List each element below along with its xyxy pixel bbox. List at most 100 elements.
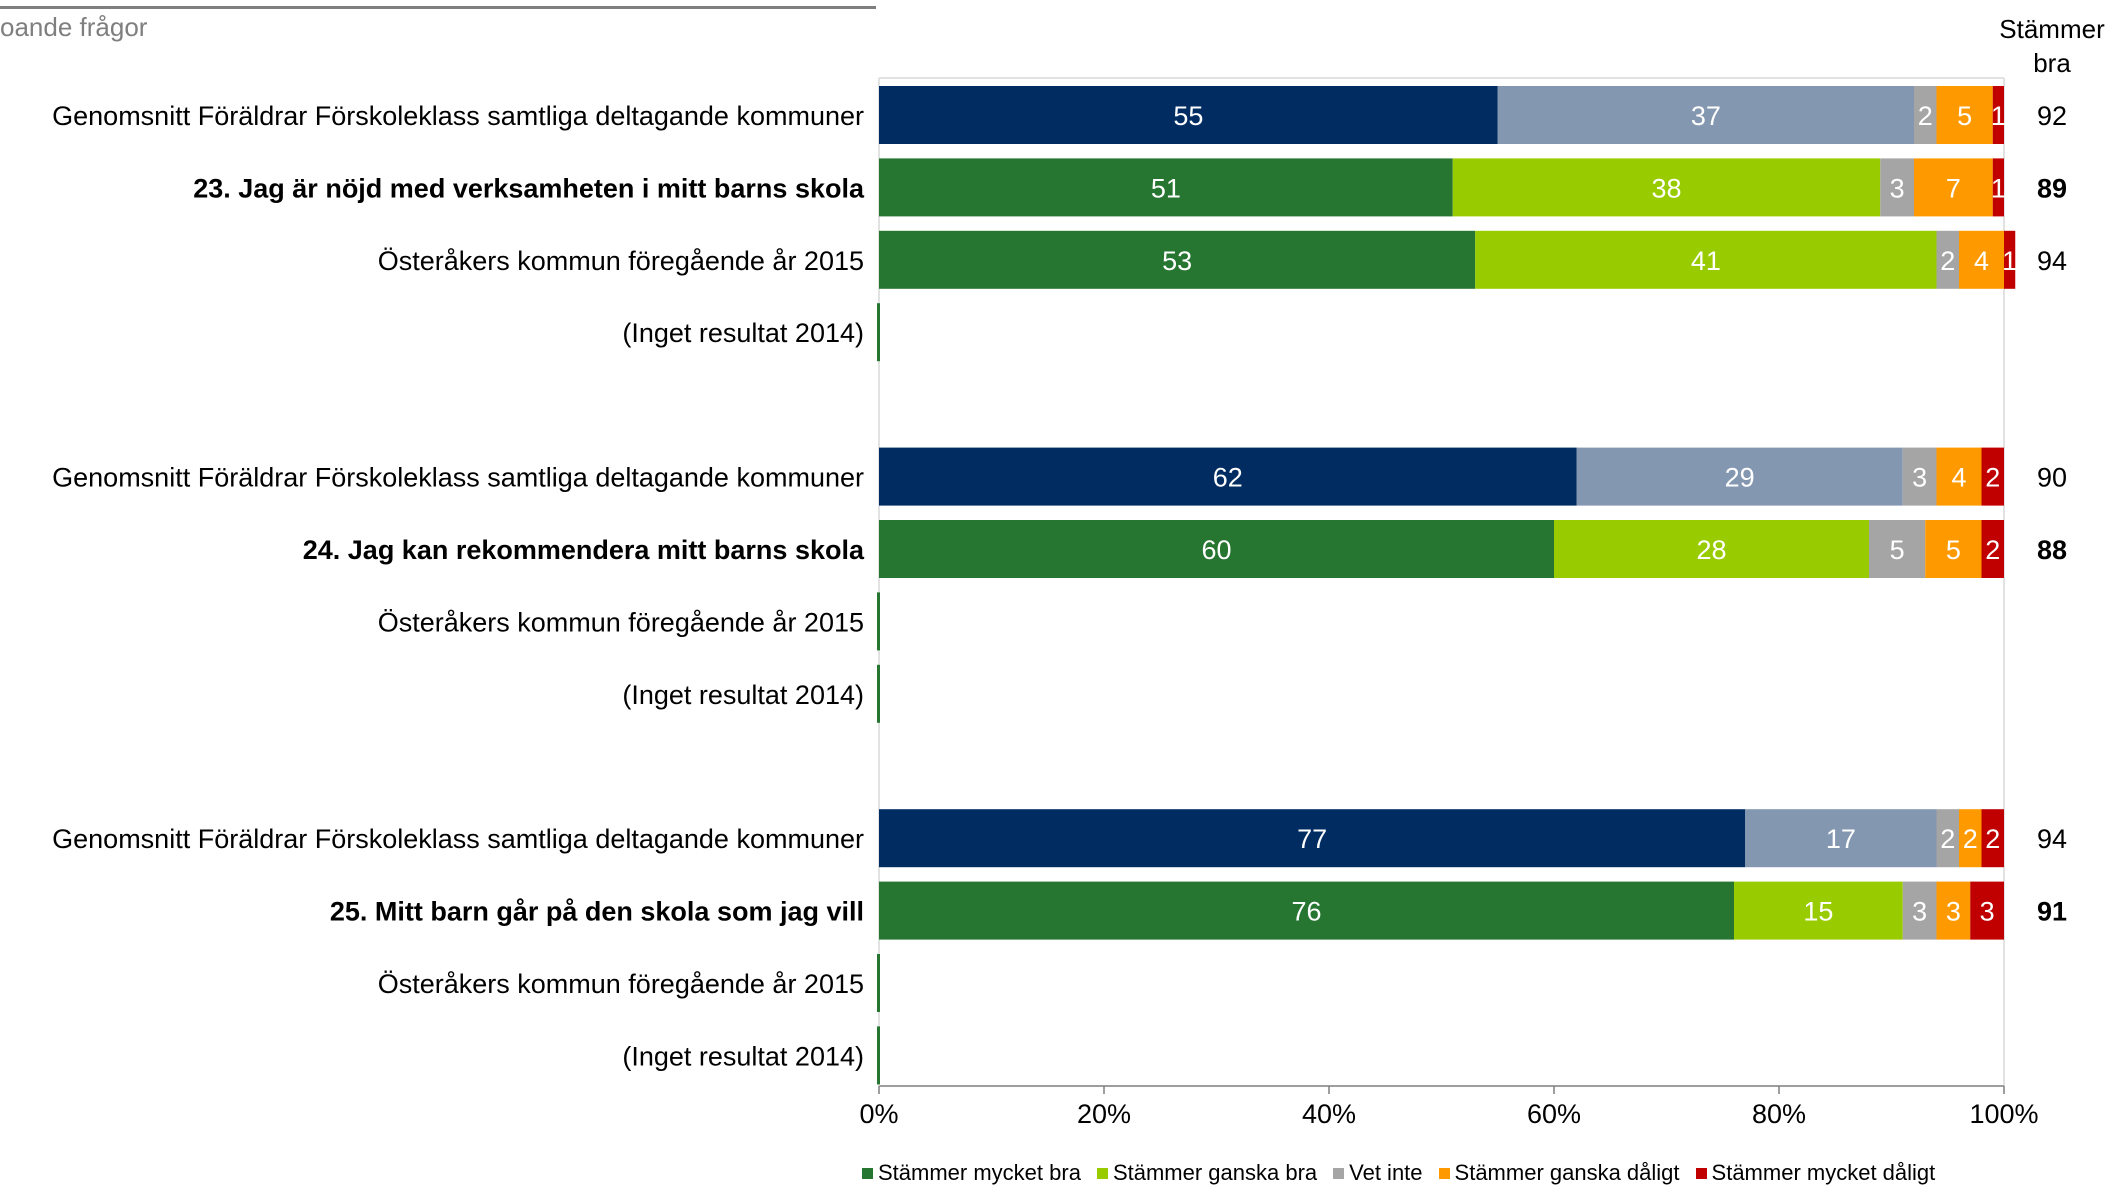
bar-value-label: 5 (1957, 101, 1972, 131)
bar-segment (879, 881, 1734, 940)
bar-value-label: 28 (1696, 535, 1726, 565)
bar-value-label: 7 (1946, 173, 1961, 203)
legend-label: Stämmer ganska bra (1112, 1160, 1318, 1185)
bar-segment (1914, 86, 1937, 144)
row-label: 25. Mitt barn går på den skola som jag v… (330, 897, 864, 927)
legend-item: Vet inte (1333, 1160, 1423, 1186)
bar-segment (1936, 447, 1982, 506)
legend-swatch (1096, 1167, 1108, 1179)
bar-segment (1992, 86, 2004, 144)
bar-empty-marker (877, 954, 880, 1012)
bar-segment (1734, 881, 1903, 940)
bar-segment (1902, 447, 1937, 506)
legend-item: Stämmer mycket dåligt (1695, 1160, 1936, 1186)
row-total: 88 (2037, 535, 2067, 565)
chart-legend: Stämmer mycket bra Stämmer ganska bra Vet … (862, 1158, 1951, 1188)
bar-segment (1914, 158, 1993, 217)
bar-segment (879, 158, 1453, 217)
bar-segment (1475, 230, 1937, 289)
bar-value-label: 2 (1985, 463, 2000, 493)
bar-value-label: 4 (1974, 246, 1989, 276)
bar-segment (1452, 158, 1881, 217)
bar-value-label: 41 (1691, 246, 1721, 276)
bar-segment (1936, 809, 1959, 868)
total-column-header-line1: Stämmer (1999, 14, 2105, 44)
bar-value-label: 37 (1691, 101, 1721, 131)
bar-value-label: 2 (1918, 101, 1933, 131)
legend-item: Stämmer mycket bra (862, 1160, 1081, 1186)
bar-segment (1869, 520, 1926, 578)
bar-value-label: 2 (1940, 824, 1955, 854)
bar-segment (1576, 447, 1903, 506)
legend-swatch (1438, 1167, 1450, 1179)
x-tick-label: 60% (1527, 1099, 1581, 1129)
bar-value-label: 76 (1291, 897, 1321, 927)
legend-label: Stämmer mycket dåligt (1711, 1160, 1936, 1185)
row-total: 94 (2037, 824, 2067, 854)
row-label: Österåkers kommun föregående år 2015 (378, 969, 864, 999)
bar-value-label: 62 (1213, 463, 1243, 493)
legend-item: Stämmer ganska dåligt (1438, 1160, 1680, 1186)
bar-value-label: 15 (1803, 897, 1833, 927)
bar-segment (879, 520, 1554, 578)
bar-value-label: 2 (1985, 824, 2000, 854)
bar-segment (2004, 230, 2016, 289)
row-label: 23. Jag är nöjd med verksamheten i mitt … (193, 173, 865, 203)
bar-value-label: 55 (1173, 101, 1203, 131)
bar-segment (1936, 230, 1959, 289)
bar-value-label: 5 (1890, 535, 1905, 565)
row-total: 92 (2037, 101, 2067, 131)
legend-swatch (1695, 1167, 1707, 1179)
total-column-header: Stämmer bra (1990, 12, 2114, 80)
bar-value-label: 4 (1951, 463, 1966, 493)
bar-value-label: 60 (1201, 535, 1231, 565)
header-rule (0, 6, 876, 9)
bar-segment (1992, 158, 2004, 217)
row-label: (Inget resultat 2014) (622, 680, 864, 710)
bar-segment (879, 86, 1498, 144)
header-title: oande frågor (0, 12, 148, 42)
row-total: 91 (2037, 897, 2067, 927)
bar-segment (1902, 881, 1937, 940)
bar-segment (879, 230, 1476, 289)
bar-value-label: 1 (2002, 246, 2017, 276)
bar-segment (1959, 230, 2004, 289)
legend-item: Stämmer ganska bra (1096, 1160, 1318, 1186)
bar-empty-marker (877, 664, 880, 723)
bar-value-label: 2 (1985, 535, 2000, 565)
bar-segment (1745, 809, 1937, 868)
bar-segment (1936, 881, 1971, 940)
bar-value-label: 51 (1151, 173, 1181, 203)
bar-empty-marker (877, 592, 880, 651)
bar-segment (1959, 809, 1982, 868)
bar-segment (1970, 881, 2004, 940)
row-label: (Inget resultat 2014) (622, 1041, 864, 1071)
bar-segment (1880, 158, 1914, 217)
bar-value-label: 3 (1890, 173, 1905, 203)
bar-empty-marker (877, 303, 880, 362)
bar-value-label: 77 (1297, 824, 1327, 854)
bar-value-label: 17 (1826, 824, 1856, 854)
legend-label: Vet inte (1349, 1160, 1423, 1185)
x-tick-label: 20% (1077, 1099, 1131, 1129)
row-label: 24. Jag kan rekommendera mitt barns skol… (303, 535, 865, 565)
x-tick-label: 40% (1302, 1099, 1356, 1129)
bar-segment (1936, 86, 1993, 144)
bar-segment (879, 809, 1746, 868)
bar-value-label: 5 (1946, 535, 1961, 565)
bar-value-label: 2 (1940, 246, 1955, 276)
legend-label: Stämmer mycket bra (878, 1160, 1081, 1185)
bar-segment (879, 447, 1577, 506)
row-label: Österåkers kommun föregående år 2015 (378, 607, 864, 637)
x-tick-label: 80% (1752, 1099, 1806, 1129)
x-tick-label: 100% (1969, 1099, 2038, 1129)
bar-segment (1497, 86, 1914, 144)
bar-value-label: 29 (1725, 463, 1755, 493)
row-total: 89 (2037, 173, 2067, 203)
bar-value-label: 3 (1912, 897, 1927, 927)
bar-value-label: 3 (1980, 897, 1995, 927)
row-total: 94 (2037, 246, 2067, 276)
bar-value-label: 3 (1946, 897, 1961, 927)
row-total: 90 (2037, 463, 2067, 493)
bar-empty-marker (877, 1026, 880, 1085)
